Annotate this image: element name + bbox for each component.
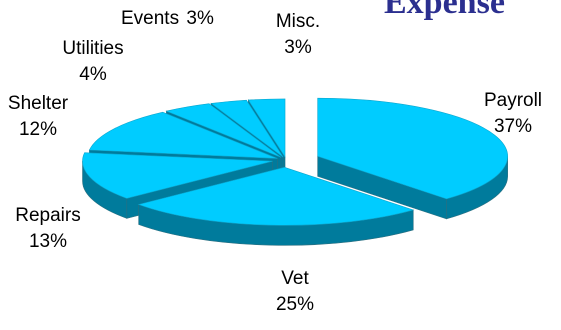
slice-label-vet: Vet 25% xyxy=(255,266,335,318)
slice-label-repairs: Repairs 13% xyxy=(8,203,88,255)
slice-name-repairs: Repairs xyxy=(15,205,81,226)
pie-slice-top-utilities xyxy=(165,103,282,158)
slice-percent-misc: 3% xyxy=(284,37,312,58)
pie-slice-top-events xyxy=(210,99,284,158)
slice-name-vet: Vet xyxy=(281,268,309,289)
pie-slice-vet xyxy=(137,166,415,246)
pie-slice-top-repairs xyxy=(82,152,273,199)
slice-name-misc: Misc. xyxy=(275,11,321,32)
slice-label-utilities: Utilities 4% xyxy=(48,36,138,88)
slice-name-events: Events xyxy=(121,8,180,29)
slice-label-events: Events 3% xyxy=(121,6,239,32)
pie-slice-top-vet xyxy=(137,166,415,226)
slice-percent-shelter: 12% xyxy=(18,119,58,140)
slice-label-payroll: Payroll 37% xyxy=(468,88,558,140)
slice-label-shelter: Shelter 12% xyxy=(0,91,76,143)
pie-slice-top-misc xyxy=(247,98,286,158)
chart-title: Expense xyxy=(384,0,505,21)
slice-name-utilities: Utilities xyxy=(62,38,124,59)
slice-name-shelter: Shelter xyxy=(7,93,69,114)
slice-percent-payroll: 37% xyxy=(493,116,533,137)
slice-percent-repairs: 13% xyxy=(28,231,68,252)
slice-percent-events: 3% xyxy=(186,8,214,29)
slice-percent-utilities: 4% xyxy=(79,64,107,85)
slice-name-payroll: Payroll xyxy=(483,90,543,111)
pie-slice-top-payroll xyxy=(317,97,508,200)
slice-label-misc: Misc. 3% xyxy=(260,9,336,61)
slice-percent-vet: 25% xyxy=(275,294,315,315)
pie-slice-top-shelter xyxy=(88,111,278,159)
pie-slice-payroll xyxy=(317,97,508,220)
